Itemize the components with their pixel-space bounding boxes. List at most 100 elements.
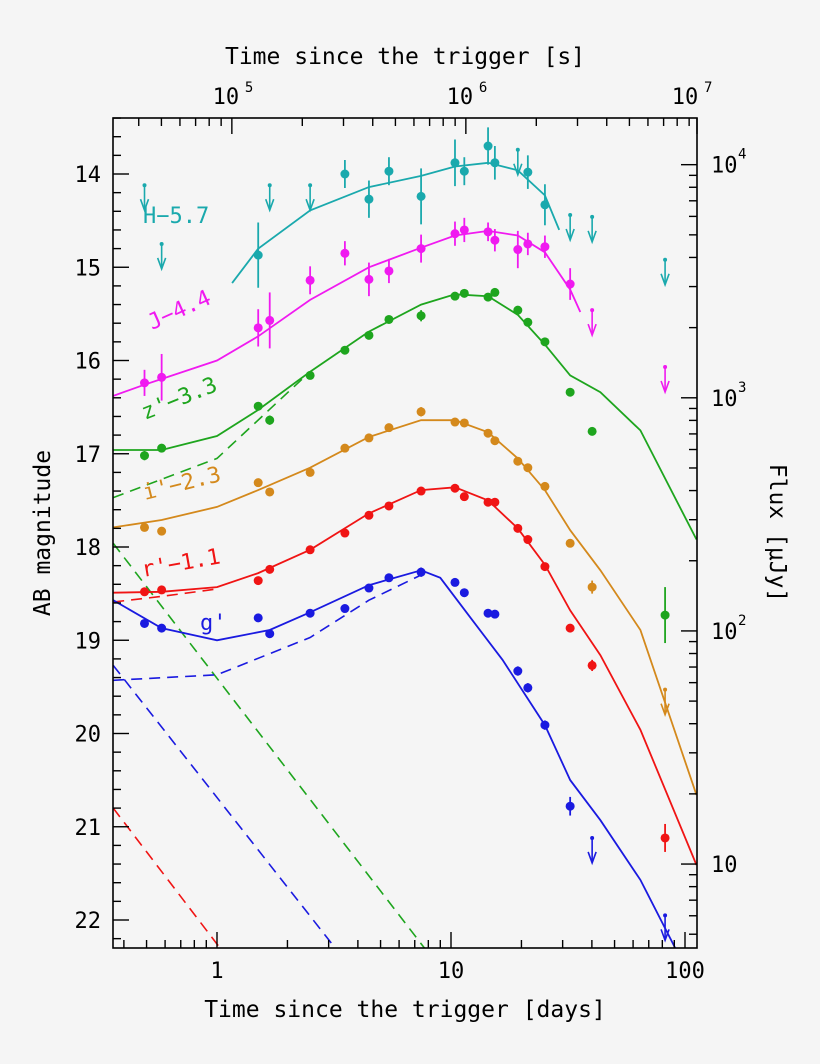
data-point [459, 288, 469, 298]
data-point [540, 200, 550, 210]
upper-limit-arrowhead [305, 198, 315, 213]
series-1 [113, 217, 670, 401]
data-point [483, 428, 493, 438]
data-point [513, 456, 523, 466]
data-point [364, 194, 374, 204]
data-point [384, 573, 394, 583]
upper-limit-arrowhead [660, 929, 670, 943]
data-point [340, 248, 350, 258]
data-point [364, 330, 374, 340]
data-point [253, 401, 263, 411]
upper-limit-arrowhead [264, 198, 275, 213]
data-point [450, 483, 460, 493]
plot-frame [112, 117, 698, 949]
data-point [416, 244, 426, 254]
data-point [305, 370, 315, 380]
series-label: g' [200, 611, 227, 636]
data-point [513, 523, 523, 533]
y-tick-label: 16 [75, 350, 102, 375]
data-point [660, 610, 670, 620]
series-label: H−5.7 [143, 204, 209, 229]
y-right-tick-label: 10 [711, 620, 738, 645]
x-top-tick-label: 10 [213, 85, 240, 110]
data-point [340, 169, 350, 179]
x-tick-label: 100 [665, 959, 705, 984]
upper-limit-arrowhead [565, 228, 575, 243]
data-point [416, 486, 426, 496]
data-point [305, 467, 315, 477]
data-point [416, 311, 426, 321]
model-curve [231, 161, 561, 284]
x-top-tick-exponent: 6 [479, 80, 487, 96]
x-top-tick-exponent: 7 [704, 80, 712, 96]
y-tick-label: 18 [75, 536, 102, 561]
data-point [483, 227, 493, 237]
data-point [253, 250, 263, 260]
x-top-tick-label: 10 [672, 85, 699, 110]
series-5 [113, 567, 677, 948]
y-tick-label: 15 [75, 256, 102, 281]
y-tick-label: 14 [75, 163, 102, 188]
data-point [364, 583, 374, 593]
model-curve [113, 569, 677, 948]
data-point [660, 833, 670, 843]
data-point [513, 245, 523, 255]
data-point [140, 618, 150, 628]
data-point [587, 426, 597, 436]
data-point [416, 407, 426, 417]
data-point [450, 291, 460, 301]
data-point [540, 562, 550, 572]
y-right-tick-label: 10 [711, 387, 738, 412]
data-point [253, 478, 263, 488]
data-point [459, 492, 469, 502]
x-top-tick-label: 10 [447, 85, 474, 110]
data-point [364, 510, 374, 520]
y-right-tick-exponent: 4 [738, 147, 746, 163]
data-point [265, 487, 275, 497]
data-point [305, 275, 315, 285]
model-component-dashed [113, 574, 422, 682]
data-point [265, 415, 275, 425]
data-point [490, 609, 500, 619]
data-point [450, 158, 460, 168]
data-point [384, 166, 394, 176]
data-point [364, 433, 374, 443]
data-point [384, 423, 394, 433]
data-point [416, 567, 426, 577]
data-point [565, 538, 575, 548]
data-point [157, 585, 167, 595]
data-point [540, 242, 550, 252]
x-axis-label: Time since the trigger [days] [204, 997, 606, 1023]
data-point [140, 587, 150, 597]
data-point [490, 436, 500, 446]
y-tick-label: 19 [75, 629, 102, 654]
data-point [340, 345, 350, 355]
data-point [140, 378, 150, 388]
data-point [459, 588, 469, 598]
y-tick-label: 20 [75, 723, 102, 748]
data-point [459, 418, 469, 428]
data-point [540, 720, 550, 730]
upper-limit-arrowhead [587, 323, 597, 338]
y-right-tick-label: 10 [711, 853, 738, 878]
data-point [450, 229, 460, 239]
data-point [265, 564, 275, 574]
upper-limit-arrowhead [587, 851, 597, 866]
data-point [490, 158, 500, 168]
upper-limit-arrowhead [587, 230, 597, 245]
data-point [157, 443, 167, 453]
data-point [140, 451, 150, 461]
data-point [253, 613, 263, 623]
series-0 [139, 127, 670, 288]
data-point [140, 522, 150, 532]
series-4 [113, 483, 697, 948]
upper-limit-arrowhead [156, 257, 167, 272]
data-point [483, 497, 493, 507]
data-point [490, 287, 500, 297]
data-point [340, 528, 350, 538]
x-top-axis-label: Time since the trigger [s] [225, 44, 585, 70]
data-point [523, 535, 533, 545]
upper-limit-arrowhead [660, 273, 670, 288]
